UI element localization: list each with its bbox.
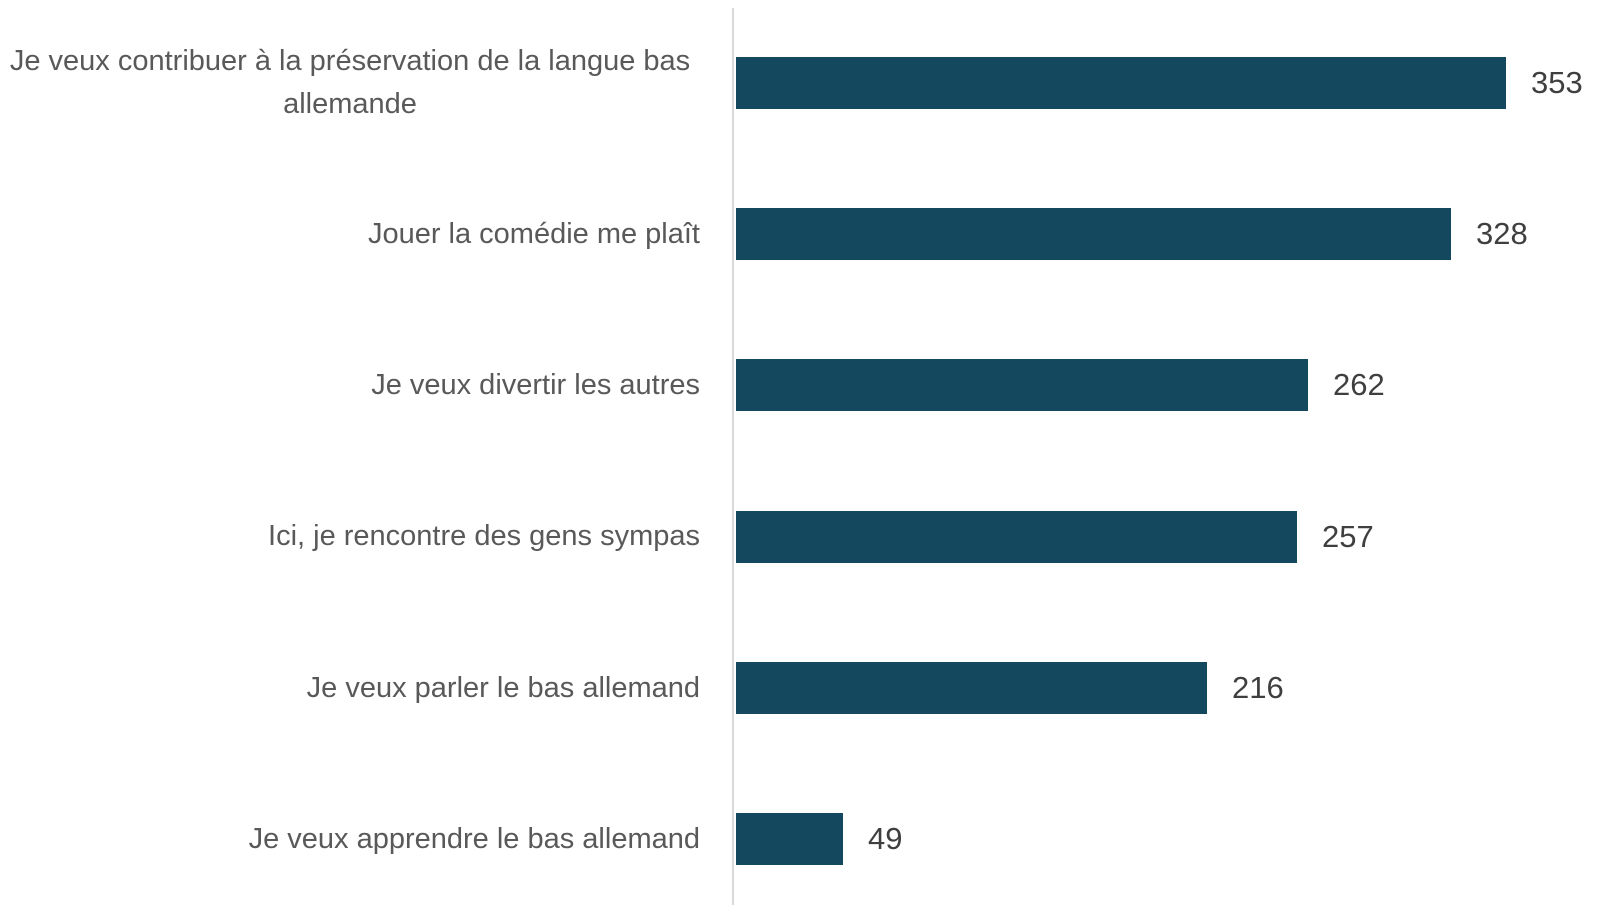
bar bbox=[736, 813, 843, 866]
category-label-text: Ici, je rencontre des gens sympas bbox=[268, 520, 700, 553]
bar-row: Je veux divertir les autres 262 bbox=[0, 310, 1607, 461]
category-label: Je veux divertir les autres bbox=[0, 364, 706, 407]
bar-row: Je veux contribuer à la préservation de … bbox=[0, 7, 1607, 158]
category-label-text: Je veux parler le bas allemand bbox=[306, 671, 700, 704]
category-label: Ici, je rencontre des gens sympas bbox=[0, 515, 706, 558]
category-label-text: Je veux apprendre le bas allemand bbox=[248, 822, 700, 855]
bar bbox=[736, 56, 1506, 109]
bar bbox=[736, 359, 1308, 412]
bar-row: Je veux parler le bas allemand 216 bbox=[0, 612, 1607, 763]
value-label: 262 bbox=[1333, 367, 1385, 403]
category-label: Je veux contribuer à la préservation de … bbox=[0, 40, 706, 126]
category-label: Jouer la comédie me plaît bbox=[0, 213, 706, 256]
bar bbox=[736, 510, 1297, 563]
value-label: 216 bbox=[1232, 669, 1284, 705]
value-label: 257 bbox=[1322, 518, 1374, 554]
value-label: 353 bbox=[1531, 64, 1583, 100]
category-label: Je veux parler le bas allemand bbox=[0, 667, 706, 710]
bar-row: Je veux apprendre le bas allemand 49 bbox=[0, 764, 1607, 915]
category-label: Je veux apprendre le bas allemand bbox=[0, 818, 706, 861]
bar bbox=[736, 661, 1207, 714]
bar-row: Ici, je rencontre des gens sympas 257 bbox=[0, 461, 1607, 612]
bar bbox=[736, 207, 1451, 260]
category-label-text: Je veux divertir les autres bbox=[371, 368, 700, 401]
value-label: 328 bbox=[1476, 215, 1528, 251]
bar-row: Jouer la comédie me plaît 328 bbox=[0, 158, 1607, 309]
category-label-text: Je veux contribuer à la préservation de … bbox=[9, 44, 691, 120]
category-label-text: Jouer la comédie me plaît bbox=[367, 217, 700, 250]
y-axis-line bbox=[732, 8, 734, 905]
chart-rows: Je veux contribuer à la préservation de … bbox=[0, 7, 1607, 915]
value-label: 49 bbox=[868, 821, 903, 857]
